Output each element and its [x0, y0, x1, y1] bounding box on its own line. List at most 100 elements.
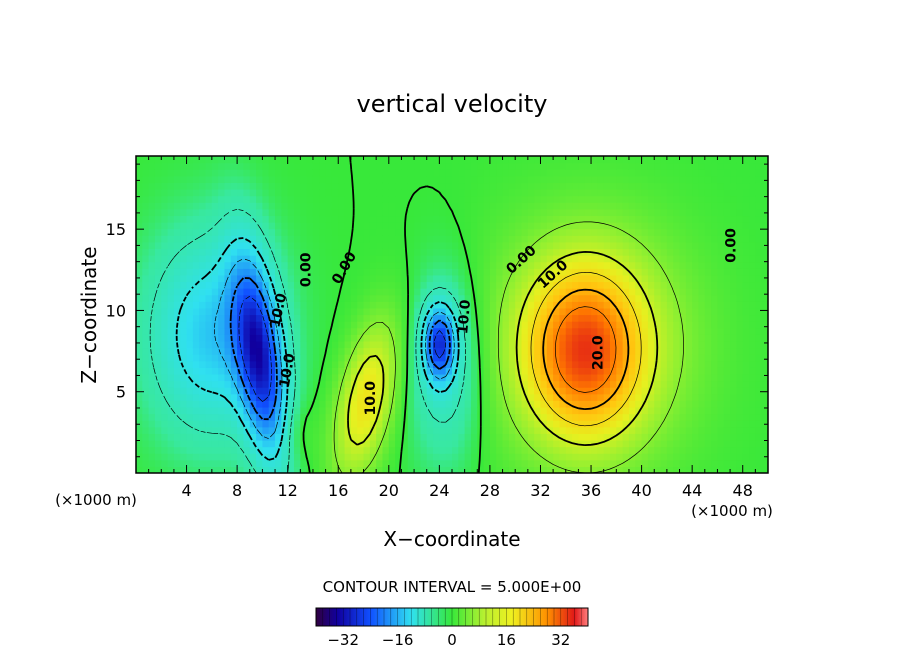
field-cell: [262, 189, 270, 197]
field-cell: [483, 406, 491, 415]
field-cell: [426, 327, 434, 335]
field-cell: [262, 340, 270, 349]
field-cell: [755, 413, 763, 421]
field-cell: [477, 294, 485, 302]
field-cell: [502, 195, 510, 203]
field-cell: [470, 215, 478, 223]
field-cell: [660, 241, 668, 250]
field-cell: [730, 439, 737, 448]
field-cell: [167, 195, 175, 203]
field-cell: [736, 406, 744, 415]
field-cell: [211, 241, 219, 250]
field-cell: [275, 307, 282, 316]
field-cell: [483, 222, 491, 230]
field-cell: [742, 373, 750, 382]
field-cell: [382, 354, 390, 362]
field-cell: [647, 261, 655, 269]
field-cell: [477, 169, 485, 177]
field-cell: [679, 241, 687, 250]
field-cell: [553, 222, 561, 230]
field-cell: [749, 406, 756, 415]
field-cell: [470, 182, 478, 190]
field-cell: [180, 156, 188, 164]
field-cell: [496, 255, 504, 263]
field-cell: [610, 248, 617, 256]
field-cell: [515, 241, 523, 250]
field-cell: [610, 347, 617, 355]
field-cell: [628, 228, 636, 236]
field-cell: [154, 235, 162, 243]
field-cell: [578, 202, 586, 210]
field-cell: [256, 340, 263, 349]
field-cell: [717, 255, 725, 263]
field-cell: [287, 261, 295, 269]
field-cell: [508, 288, 516, 296]
field-cell: [256, 156, 263, 164]
field-cell: [477, 347, 485, 355]
field-cell: [730, 235, 737, 243]
field-cell: [470, 360, 478, 368]
field-cell: [591, 367, 598, 375]
field-cell: [496, 453, 504, 461]
field-cell: [325, 453, 333, 461]
field-cell: [445, 268, 453, 276]
field-cell: [616, 288, 624, 296]
field-cell: [730, 446, 737, 454]
field-cell: [218, 182, 226, 190]
field-cell: [477, 360, 485, 368]
field-cell: [376, 169, 384, 177]
field-cell: [578, 446, 586, 454]
field-cell: [654, 175, 662, 184]
field-cell: [572, 241, 579, 250]
field-cell: [395, 189, 403, 197]
field-cell: [180, 327, 188, 335]
field-cell: [325, 156, 333, 164]
field-cell: [294, 301, 301, 309]
field-cell: [610, 334, 617, 342]
field-cell: [755, 281, 763, 289]
field-cell: [230, 268, 238, 276]
field-cell: [350, 156, 358, 164]
field-cell: [673, 222, 681, 230]
field-cell: [723, 420, 731, 428]
field-cell: [704, 400, 712, 408]
field-cell: [275, 294, 282, 302]
field-cell: [483, 466, 491, 473]
field-cell: [186, 248, 194, 256]
field-cell: [508, 208, 516, 217]
field-cell: [205, 459, 213, 467]
field-cell: [344, 169, 352, 177]
field-cell: [730, 426, 737, 434]
field-cell: [622, 288, 630, 296]
field-cell: [616, 182, 624, 190]
field-cell: [325, 307, 333, 316]
field-cell: [761, 413, 768, 421]
field-cell: [275, 255, 282, 263]
field-cell: [508, 294, 516, 302]
field-cell: [749, 195, 756, 203]
field-cell: [388, 268, 396, 276]
field-cell: [742, 406, 750, 415]
field-cell: [641, 373, 649, 382]
field-cell: [742, 360, 750, 368]
field-cell: [489, 347, 497, 355]
field-cell: [584, 413, 592, 421]
field-cell: [426, 294, 434, 302]
field-cell: [211, 169, 219, 177]
field-cell: [338, 307, 346, 316]
field-cell: [458, 367, 466, 375]
field-cell: [426, 314, 434, 322]
field-cell: [641, 446, 649, 454]
field-cell: [452, 387, 459, 395]
field-cell: [704, 314, 712, 322]
field-cell: [281, 393, 289, 401]
field-cell: [369, 406, 377, 415]
field-cell: [666, 182, 674, 190]
field-cell: [268, 413, 276, 421]
field-cell: [685, 453, 693, 461]
field-cell: [382, 208, 390, 217]
field-cell: [338, 347, 346, 355]
field-cell: [357, 202, 365, 210]
field-cell: [704, 268, 712, 276]
field-cell: [470, 334, 478, 342]
